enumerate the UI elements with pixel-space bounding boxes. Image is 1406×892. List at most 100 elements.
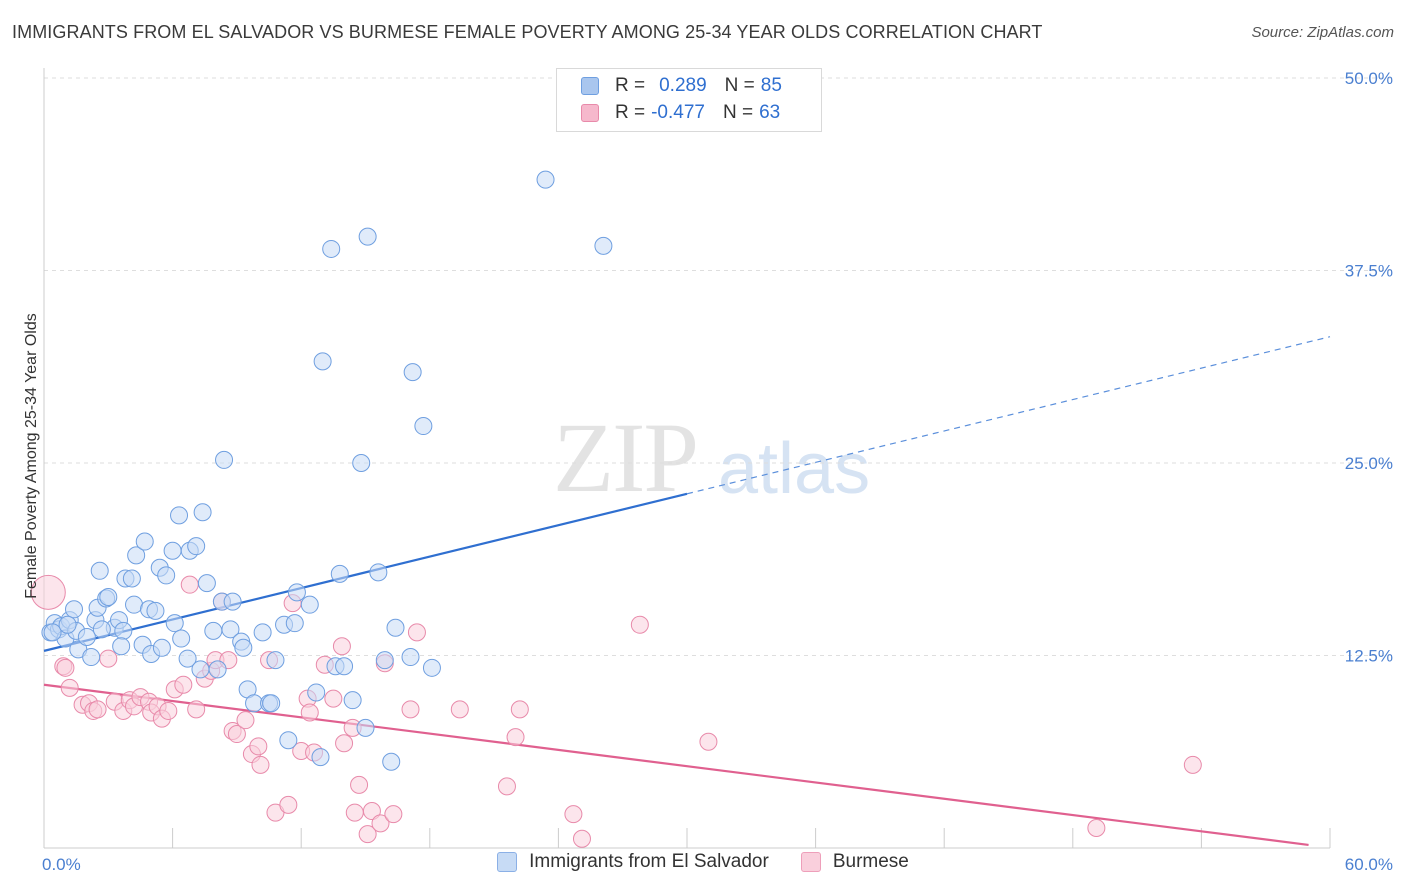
burmese-point xyxy=(227,725,246,744)
el-salvador-point xyxy=(82,648,101,667)
el-salvador-point xyxy=(285,614,304,633)
legend-swatch-el-salvador xyxy=(581,77,599,95)
el-salvador-point xyxy=(234,638,253,657)
el-salvador-point xyxy=(401,648,420,667)
burmese-point xyxy=(362,802,381,821)
el-salvador-point xyxy=(311,748,330,767)
burmese-point xyxy=(60,678,79,697)
burmese-point xyxy=(371,814,390,833)
el-salvador-point xyxy=(58,615,77,634)
el-salvador-point xyxy=(197,574,216,593)
legend-row-burmese: R = -0.477 N = 63 xyxy=(581,100,780,126)
burmese-point xyxy=(572,829,591,848)
legend-swatch-burmese xyxy=(581,104,599,122)
el-salvador-point xyxy=(594,236,613,255)
el-salvador-point xyxy=(193,503,212,522)
burmese-point xyxy=(249,737,268,756)
burmese-point xyxy=(251,755,270,774)
legend-swatch-el-salvador xyxy=(497,852,518,872)
el-salvador-point xyxy=(422,658,441,677)
stats-legend: R = 0.289 N = 85 R = -0.477 N = 63 xyxy=(556,68,822,132)
el-salvador-trend-line xyxy=(43,492,688,652)
el-salvador-point xyxy=(152,638,171,657)
burmese-point xyxy=(630,615,649,634)
burmese-point xyxy=(88,700,107,719)
el-salvador-point xyxy=(92,620,111,639)
legend-item-burmese[interactable]: Burmese xyxy=(800,851,909,873)
legend-r-label: R = xyxy=(615,102,646,123)
el-salvador-point xyxy=(356,718,375,737)
burmese-point xyxy=(564,805,583,824)
el-salvador-point xyxy=(414,417,433,436)
el-salvador-trend-extension xyxy=(686,336,1331,495)
legend-label: Burmese xyxy=(832,851,909,872)
el-salvador-point xyxy=(352,454,371,472)
burmese-point xyxy=(300,703,319,722)
el-salvador-point xyxy=(330,564,349,583)
burmese-point xyxy=(335,734,354,753)
el-salvador-point xyxy=(403,363,422,382)
el-salvador-point xyxy=(122,569,141,588)
axes xyxy=(43,68,1331,849)
burmese-point xyxy=(345,803,364,822)
tick-labels: 12.5% 25.0% 37.5% 50.0% 0.0% 60.0% xyxy=(42,69,1393,874)
el-salvador-point xyxy=(322,239,341,258)
el-salvador-point xyxy=(112,637,131,656)
chart-title: IMMIGRANTS FROM EL SALVADOR VS BURMESE F… xyxy=(12,22,1043,42)
el-salvador-point xyxy=(375,651,394,670)
burmese-point xyxy=(450,700,469,719)
el-salvador-point xyxy=(146,601,165,620)
el-salvador-point xyxy=(125,595,144,614)
el-salvador-point xyxy=(170,506,189,525)
el-salvador-point xyxy=(313,352,332,371)
burmese-point xyxy=(350,775,369,794)
legend-n-value: 85 xyxy=(760,75,782,96)
burmese-point xyxy=(332,637,351,656)
y-tick-label: 25.0% xyxy=(1345,454,1393,473)
el-salvador-point xyxy=(208,660,227,679)
burmese-point xyxy=(56,658,75,677)
data-points xyxy=(30,170,1202,848)
burmese-point xyxy=(1183,755,1202,774)
el-salvador-point xyxy=(221,620,240,639)
legend-item-el-salvador[interactable]: Immigrants from El Salvador xyxy=(497,851,769,873)
el-salvador-point xyxy=(386,618,405,637)
burmese-point xyxy=(358,825,377,844)
legend-n-label: N = xyxy=(722,102,754,123)
el-salvador-point xyxy=(178,649,197,668)
legend-r-value: 0.289 xyxy=(659,75,707,96)
el-salvador-point xyxy=(358,227,377,246)
x-tick-label: 0.0% xyxy=(42,855,81,874)
el-salvador-point xyxy=(287,583,306,602)
burmese-point xyxy=(30,574,66,610)
el-salvador-point xyxy=(163,541,182,560)
el-salvador-point xyxy=(223,592,242,611)
el-salvador-point xyxy=(300,595,319,614)
el-salvador-point xyxy=(536,170,555,189)
el-salvador-point xyxy=(157,566,176,585)
burmese-point xyxy=(174,675,193,694)
burmese-point xyxy=(236,711,255,730)
legend-label: Immigrants from El Salvador xyxy=(529,851,769,872)
el-salvador-point xyxy=(307,683,326,702)
burmese-point xyxy=(510,700,529,719)
el-salvador-point xyxy=(90,561,109,580)
trend-lines xyxy=(43,336,1331,847)
burmese-point xyxy=(187,700,206,719)
el-salvador-point xyxy=(191,660,210,679)
legend-row-el-salvador: R = 0.289 N = 85 xyxy=(581,73,782,99)
legend-r-value: -0.477 xyxy=(651,102,705,123)
burmese-trend-line xyxy=(43,683,1309,847)
legend-n-label: N = xyxy=(724,75,755,96)
burmese-point xyxy=(324,689,343,708)
el-salvador-point xyxy=(343,691,362,710)
burmese-point xyxy=(506,728,525,747)
burmese-point xyxy=(99,649,118,668)
el-salvador-point xyxy=(187,537,206,556)
burmese-point xyxy=(699,732,718,751)
el-salvador-point xyxy=(369,563,388,582)
burmese-point xyxy=(407,623,426,642)
el-salvador-point xyxy=(172,629,191,648)
el-salvador-point xyxy=(279,731,298,750)
el-salvador-point xyxy=(245,694,264,713)
